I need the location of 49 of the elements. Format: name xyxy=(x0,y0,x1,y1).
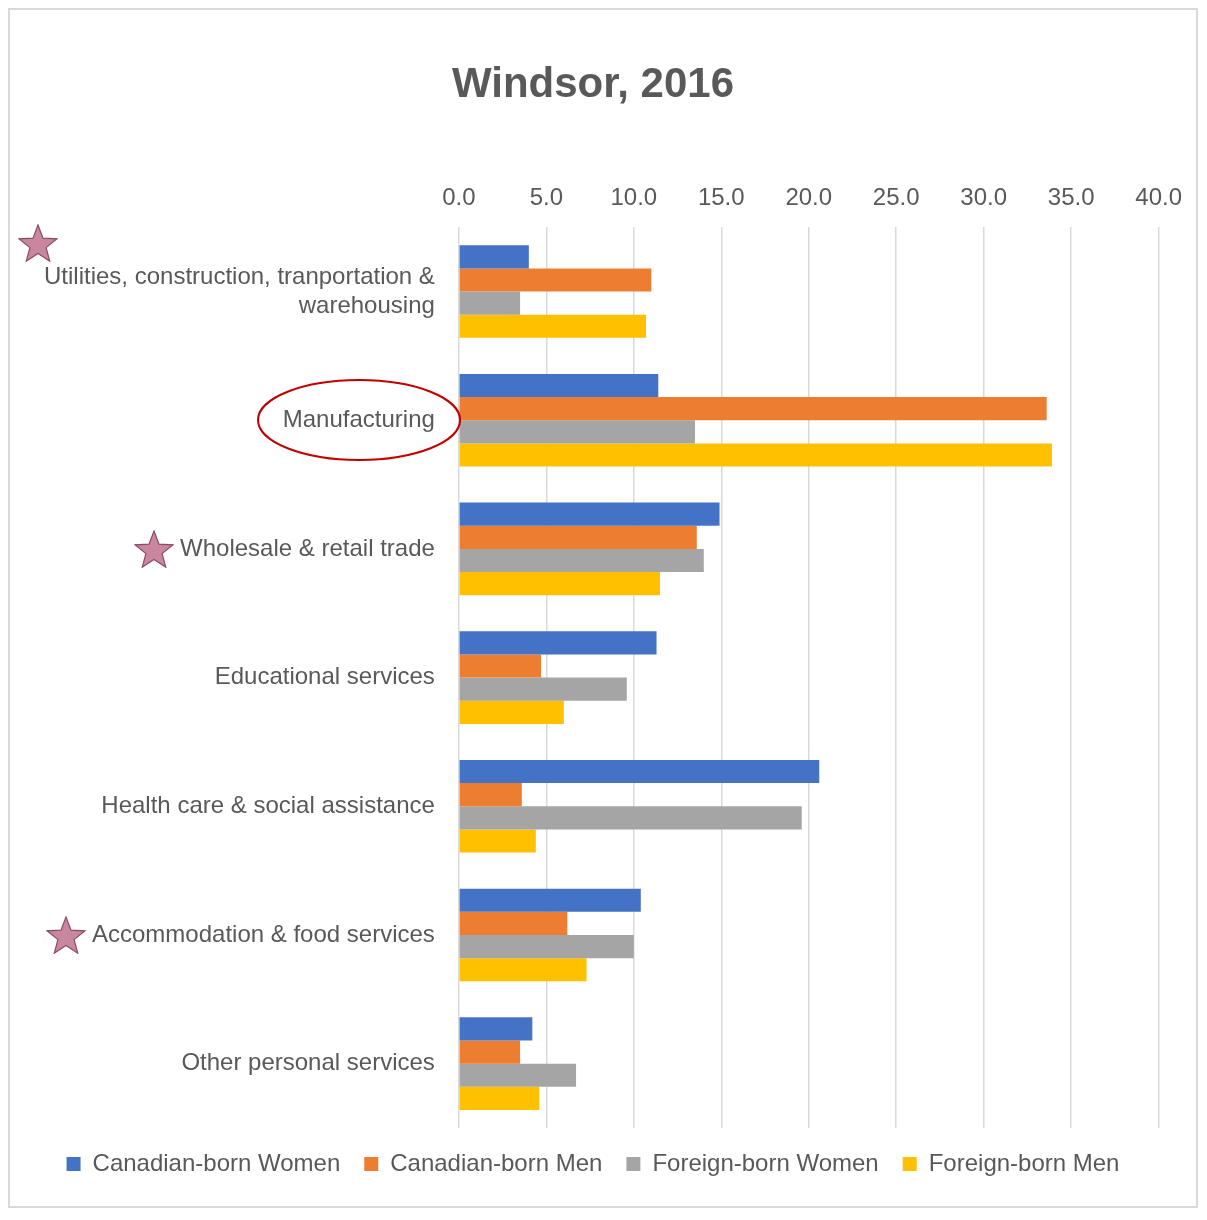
legend-label: Canadian-born Men xyxy=(390,1148,603,1176)
bar xyxy=(459,268,652,292)
x-tick-label: 35.0 xyxy=(1047,183,1095,211)
legend-label: Foreign-born Men xyxy=(928,1148,1120,1176)
bar xyxy=(459,420,696,444)
bar xyxy=(459,373,659,398)
x-tick-label: 15.0 xyxy=(697,183,745,211)
x-tick-label: 0.0 xyxy=(442,183,476,211)
bar xyxy=(459,443,1052,467)
bar xyxy=(459,572,661,596)
y-tick-label: Educational services xyxy=(214,662,435,690)
bar xyxy=(459,783,522,807)
bar xyxy=(459,654,542,678)
bar xyxy=(459,631,657,655)
x-tick-label: 20.0 xyxy=(785,183,833,211)
bar xyxy=(459,291,521,315)
chart-title: Windsor, 2016 xyxy=(451,58,735,106)
x-tick-label: 30.0 xyxy=(960,183,1008,211)
bar xyxy=(459,888,641,912)
y-tick-label: Utilities, construction, tranportation & warehousing xyxy=(44,261,435,318)
bar xyxy=(459,525,697,549)
bar xyxy=(459,1017,533,1041)
x-tick-label: 5.0 xyxy=(529,183,564,211)
y-tick-label: Wholesale & retail trade xyxy=(180,533,435,561)
legend-label: Foreign-born Women xyxy=(652,1148,879,1176)
legend-label: Canadian-born Women xyxy=(92,1148,341,1176)
x-tick-label: 40.0 xyxy=(1135,183,1182,211)
x-tick-label: 10.0 xyxy=(610,183,658,211)
bar xyxy=(459,314,647,338)
y-tick-label: Other personal services xyxy=(181,1048,435,1076)
bar xyxy=(459,245,529,269)
bar xyxy=(459,1040,521,1064)
bar xyxy=(459,502,720,526)
bar xyxy=(459,1086,540,1110)
bar xyxy=(459,759,820,784)
bar xyxy=(459,934,634,959)
y-tick-label: Health care & social assistance xyxy=(101,790,435,818)
bar xyxy=(459,958,587,982)
x-tick-label: 25.0 xyxy=(872,183,920,211)
bar xyxy=(459,677,627,701)
bar xyxy=(459,397,1047,421)
bar xyxy=(459,806,802,830)
bar xyxy=(459,911,568,935)
y-tick-label: Accommodation & food services xyxy=(92,919,435,947)
bar xyxy=(459,700,564,724)
bar xyxy=(459,1063,577,1087)
y-tick-label: Manufacturing xyxy=(282,404,435,432)
bar xyxy=(459,829,536,853)
bar xyxy=(459,548,704,573)
